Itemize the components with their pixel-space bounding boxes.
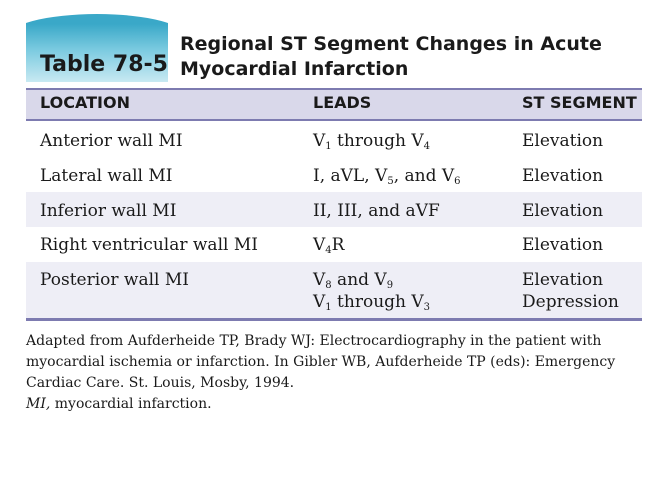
lead-text: V (313, 270, 326, 290)
footnote-abbreviation: MI, myocardial infarction. (26, 394, 636, 415)
table-title-line2: Myocardial Infarction (180, 58, 409, 80)
footnote: Adapted from Aufderheide TP, Brady WJ: E… (26, 331, 636, 415)
cell-leads: V4R (313, 234, 344, 256)
header-location: LOCATION (40, 93, 130, 112)
lead-subscript: 4 (423, 141, 431, 152)
lead-text: V (313, 131, 326, 151)
cell-location: Lateral wall MI (40, 166, 173, 186)
footnote-abbr-def: myocardial infarction. (50, 396, 212, 412)
lead-text: V (313, 292, 326, 312)
lead-text: , and V (393, 166, 455, 186)
lead-text: R (331, 235, 345, 255)
lead-subscript: 9 (386, 280, 394, 291)
table-title-line1: Regional ST Segment Changes in Acute (180, 33, 602, 55)
cell-st-segment: Elevation (522, 166, 604, 186)
row-stripe (26, 262, 642, 318)
lead-subscript: 1 (325, 302, 332, 313)
footnote-source: Adapted from Aufderheide TP, Brady WJ: E… (26, 333, 616, 391)
cell-leads: V8 and V9 (313, 269, 393, 291)
lead-text: I, aVL, V (313, 166, 388, 186)
cell-location: Right ventricular wall MI (40, 235, 258, 255)
bottom-rule (26, 318, 642, 321)
footnote-abbr-term: MI, (26, 396, 51, 412)
lead-text: and V (331, 270, 387, 290)
cell-st-segment: Elevation (522, 201, 604, 221)
cell-location: Anterior wall MI (40, 131, 183, 151)
lead-subscript: 4 (325, 245, 332, 256)
lead-subscript: 6 (454, 176, 461, 187)
cell-leads: V1 through V4 (313, 130, 430, 152)
cell-location: Posterior wall MI (40, 270, 190, 290)
cell-st-segment: Elevation (522, 235, 604, 255)
lead-text: through V (331, 131, 424, 151)
lead-subscript: 5 (387, 176, 394, 187)
lead-text: V (313, 235, 326, 255)
table-header-row (26, 90, 642, 119)
lead-text: II, III, and aVF (313, 201, 440, 221)
cell-st-segment: Elevation (522, 131, 604, 151)
cell-location: Inferior wall MI (40, 201, 177, 221)
cell-st-segment: Elevation (522, 270, 604, 290)
cell-st-segment: Depression (522, 292, 619, 312)
lead-text: through V (331, 292, 424, 312)
cell-leads: V1 through V3 (313, 291, 430, 313)
table-title: Regional ST Segment Changes in Acute Myo… (180, 32, 602, 82)
header-leads: LEADS (313, 93, 372, 112)
cell-leads: I, aVL, V5, and V6 (313, 165, 461, 187)
cell-leads: II, III, and aVF (313, 200, 440, 222)
header-rule (26, 119, 642, 121)
row-stripe (26, 192, 642, 227)
table-number: Table 78-5 (40, 52, 168, 77)
lead-subscript: 3 (423, 302, 431, 313)
lead-subscript: 1 (325, 141, 332, 152)
top-rule (26, 88, 642, 90)
table-tab (26, 24, 168, 82)
lead-subscript: 8 (325, 280, 332, 291)
header-st-segment: ST SEGMENT (522, 93, 637, 112)
